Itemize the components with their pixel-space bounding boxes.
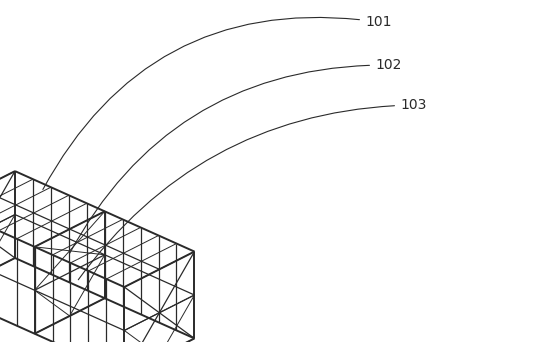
Text: 103: 103 (78, 98, 426, 280)
Text: 102: 102 (69, 58, 402, 254)
Text: 101: 101 (43, 15, 392, 189)
Text: 104: 104 (0, 341, 1, 342)
